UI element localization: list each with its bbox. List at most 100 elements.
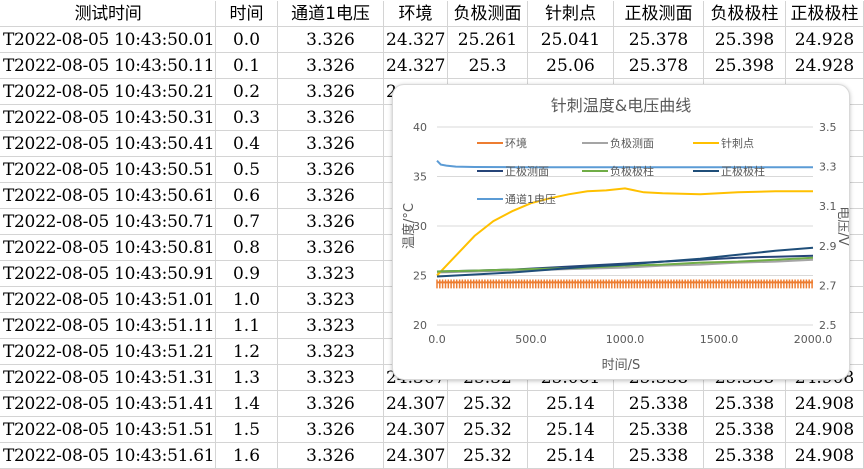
table-cell[interactable]: 25.3 — [448, 53, 528, 79]
table-cell[interactable]: 25.32 — [448, 417, 528, 443]
table-cell[interactable]: 25.378 — [614, 53, 704, 79]
table-cell[interactable]: T2022-08-05 10:43:50.41 — [0, 131, 216, 157]
table-cell[interactable]: 24.908 — [786, 443, 864, 469]
table-cell[interactable]: 0.3 — [216, 105, 278, 131]
table-cell[interactable]: 3.326 — [278, 105, 384, 131]
series-line — [436, 246, 814, 278]
table-cell[interactable]: T2022-08-05 10:43:51.01 — [0, 287, 216, 313]
table-cell[interactable]: 25.398 — [704, 27, 786, 53]
table-cell[interactable]: 25.14 — [528, 443, 614, 469]
series-line — [436, 160, 813, 169]
table-cell[interactable]: 1.1 — [216, 313, 278, 339]
column-header[interactable]: 环境 — [384, 1, 448, 27]
table-cell[interactable]: 24.307 — [384, 391, 448, 417]
series-line-ambient-noise — [436, 279, 813, 289]
table-cell[interactable]: 24.928 — [786, 53, 864, 79]
y2-tick-label: 2.7 — [819, 279, 837, 292]
table-cell[interactable]: T2022-08-05 10:43:51.61 — [0, 443, 216, 469]
table-cell[interactable]: 25.338 — [704, 391, 786, 417]
table-cell[interactable]: 1.0 — [216, 287, 278, 313]
table-cell[interactable]: 25.398 — [704, 53, 786, 79]
table-cell[interactable]: 3.323 — [278, 313, 384, 339]
table-cell[interactable]: 1.3 — [216, 365, 278, 391]
table-cell[interactable]: 24.307 — [384, 443, 448, 469]
legend-entry: 环境 — [505, 136, 527, 150]
table-cell[interactable]: 0.2 — [216, 79, 278, 105]
table-cell[interactable]: T2022-08-05 10:43:50.51 — [0, 157, 216, 183]
table-cell[interactable]: T2022-08-05 10:43:51.21 — [0, 339, 216, 365]
table-cell[interactable]: 0.6 — [216, 183, 278, 209]
chart-panel[interactable]: 针刺温度&电压曲线 20 25 30 35 40 2.5 2.7 2.9 3.1 3.3 3.5 0.0… — [392, 84, 850, 380]
table-cell[interactable]: 24.307 — [384, 417, 448, 443]
column-header[interactable]: 负极测面 — [448, 1, 528, 27]
table-cell[interactable]: 3.326 — [278, 27, 384, 53]
table-cell[interactable]: 25.338 — [704, 417, 786, 443]
table-cell[interactable]: T2022-08-05 10:43:50.01 — [0, 27, 216, 53]
legend-entry: 正极测面 — [505, 164, 549, 178]
table-cell[interactable]: 25.338 — [614, 391, 704, 417]
table-cell[interactable]: 0.5 — [216, 157, 278, 183]
table-cell[interactable]: 25.261 — [448, 27, 528, 53]
table-cell[interactable]: 3.323 — [278, 287, 384, 313]
table-cell[interactable]: T2022-08-05 10:43:50.81 — [0, 235, 216, 261]
table-cell[interactable]: 3.326 — [278, 53, 384, 79]
table-cell[interactable]: 3.326 — [278, 417, 384, 443]
table-cell[interactable]: 0.0 — [216, 27, 278, 53]
table-cell[interactable]: T2022-08-05 10:43:51.31 — [0, 365, 216, 391]
table-cell[interactable]: 24.327 — [384, 53, 448, 79]
table-cell[interactable]: T2022-08-05 10:43:50.31 — [0, 105, 216, 131]
table-cell[interactable]: 1.5 — [216, 417, 278, 443]
x-tick-label: 2000.0 — [794, 333, 833, 346]
table-cell[interactable]: 25.338 — [614, 417, 704, 443]
column-header[interactable]: 通道1电压 — [278, 1, 384, 27]
table-cell[interactable]: T2022-08-05 10:43:50.71 — [0, 209, 216, 235]
table-cell[interactable]: 24.327 — [384, 27, 448, 53]
column-header[interactable]: 正极极柱 — [786, 1, 864, 27]
table-cell[interactable]: T2022-08-05 10:43:50.21 — [0, 79, 216, 105]
table-cell[interactable]: 3.323 — [278, 339, 384, 365]
table-cell[interactable]: 3.326 — [278, 183, 384, 209]
table-cell[interactable]: 3.326 — [278, 157, 384, 183]
table-cell[interactable]: 25.06 — [528, 53, 614, 79]
table-cell[interactable]: 0.8 — [216, 235, 278, 261]
table-cell[interactable]: 3.326 — [278, 235, 384, 261]
table-cell[interactable]: T2022-08-05 10:43:51.41 — [0, 391, 216, 417]
table-row: T2022-08-05 10:43:50.11 0.1 3.326 24.327 25.… — [0, 53, 864, 79]
column-header[interactable]: 测试时间 — [0, 1, 216, 27]
column-header[interactable]: 针刺点 — [528, 1, 614, 27]
table-cell[interactable]: T2022-08-05 10:43:50.91 — [0, 261, 216, 287]
table-cell[interactable]: T2022-08-05 10:43:51.51 — [0, 417, 216, 443]
table-cell[interactable]: T2022-08-05 10:43:50.61 — [0, 183, 216, 209]
table-cell[interactable]: 1.4 — [216, 391, 278, 417]
table-cell[interactable]: 25.378 — [614, 27, 704, 53]
table-row: T2022-08-05 10:43:51.61 1.6 3.326 24.307 25.… — [0, 443, 864, 469]
table-cell[interactable]: 0.4 — [216, 131, 278, 157]
table-cell[interactable]: 25.14 — [528, 391, 614, 417]
table-cell[interactable]: 3.323 — [278, 261, 384, 287]
column-header[interactable]: 时间 — [216, 1, 278, 27]
table-cell[interactable]: 24.908 — [786, 417, 864, 443]
table-cell[interactable]: 3.326 — [278, 79, 384, 105]
table-cell[interactable]: 3.326 — [278, 391, 384, 417]
table-cell[interactable]: 1.2 — [216, 339, 278, 365]
table-cell[interactable]: 3.326 — [278, 443, 384, 469]
table-cell[interactable]: T2022-08-05 10:43:50.11 — [0, 53, 216, 79]
table-cell[interactable]: 24.908 — [786, 391, 864, 417]
table-cell[interactable]: T2022-08-05 10:43:51.11 — [0, 313, 216, 339]
table-cell[interactable]: 1.6 — [216, 443, 278, 469]
table-cell[interactable]: 25.041 — [528, 27, 614, 53]
column-header[interactable]: 负极极柱 — [704, 1, 786, 27]
table-cell[interactable]: 25.32 — [448, 443, 528, 469]
table-cell[interactable]: 0.1 — [216, 53, 278, 79]
table-cell[interactable]: 25.338 — [704, 443, 786, 469]
column-header[interactable]: 正极测面 — [614, 1, 704, 27]
table-cell[interactable]: 25.14 — [528, 417, 614, 443]
table-cell[interactable]: 0.9 — [216, 261, 278, 287]
table-cell[interactable]: 24.928 — [786, 27, 864, 53]
table-cell[interactable]: 25.338 — [614, 443, 704, 469]
table-cell[interactable]: 3.323 — [278, 365, 384, 391]
table-cell[interactable]: 0.7 — [216, 209, 278, 235]
table-cell[interactable]: 3.326 — [278, 131, 384, 157]
table-cell[interactable]: 3.326 — [278, 209, 384, 235]
table-cell[interactable]: 25.32 — [448, 391, 528, 417]
